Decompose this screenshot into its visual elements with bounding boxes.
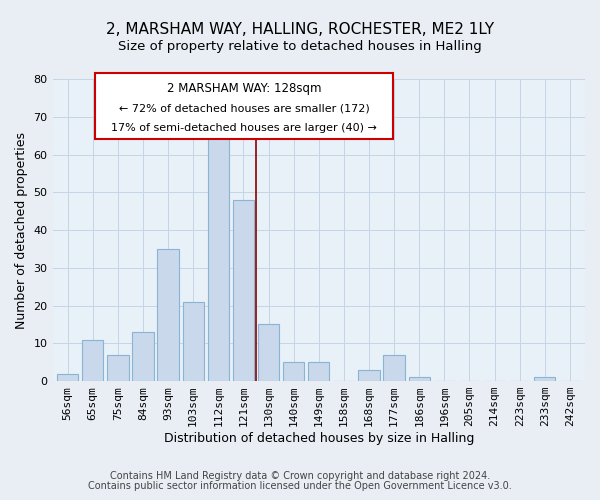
Bar: [57, 374, 78, 381]
Bar: [358, 370, 380, 381]
Bar: [233, 200, 254, 381]
Bar: [182, 302, 204, 381]
Y-axis label: Number of detached properties: Number of detached properties: [15, 132, 28, 328]
X-axis label: Distribution of detached houses by size in Halling: Distribution of detached houses by size …: [164, 432, 474, 445]
Bar: [82, 340, 103, 381]
Text: 2, MARSHAM WAY, HALLING, ROCHESTER, ME2 1LY: 2, MARSHAM WAY, HALLING, ROCHESTER, ME2 …: [106, 22, 494, 38]
Bar: [409, 378, 430, 381]
Text: Contains HM Land Registry data © Crown copyright and database right 2024.: Contains HM Land Registry data © Crown c…: [110, 471, 490, 481]
Text: 17% of semi-detached houses are larger (40) →: 17% of semi-detached houses are larger (…: [111, 123, 377, 133]
Bar: [208, 128, 229, 381]
Bar: [258, 324, 279, 381]
Text: ← 72% of detached houses are smaller (172): ← 72% of detached houses are smaller (17…: [119, 103, 370, 113]
Bar: [283, 362, 304, 381]
Bar: [383, 354, 405, 381]
Bar: [157, 249, 179, 381]
Text: 2 MARSHAM WAY: 128sqm: 2 MARSHAM WAY: 128sqm: [167, 82, 322, 95]
FancyBboxPatch shape: [95, 73, 394, 140]
Text: Contains public sector information licensed under the Open Government Licence v3: Contains public sector information licen…: [88, 481, 512, 491]
Bar: [132, 332, 154, 381]
Bar: [308, 362, 329, 381]
Text: Size of property relative to detached houses in Halling: Size of property relative to detached ho…: [118, 40, 482, 53]
Bar: [534, 378, 556, 381]
Bar: [107, 354, 128, 381]
